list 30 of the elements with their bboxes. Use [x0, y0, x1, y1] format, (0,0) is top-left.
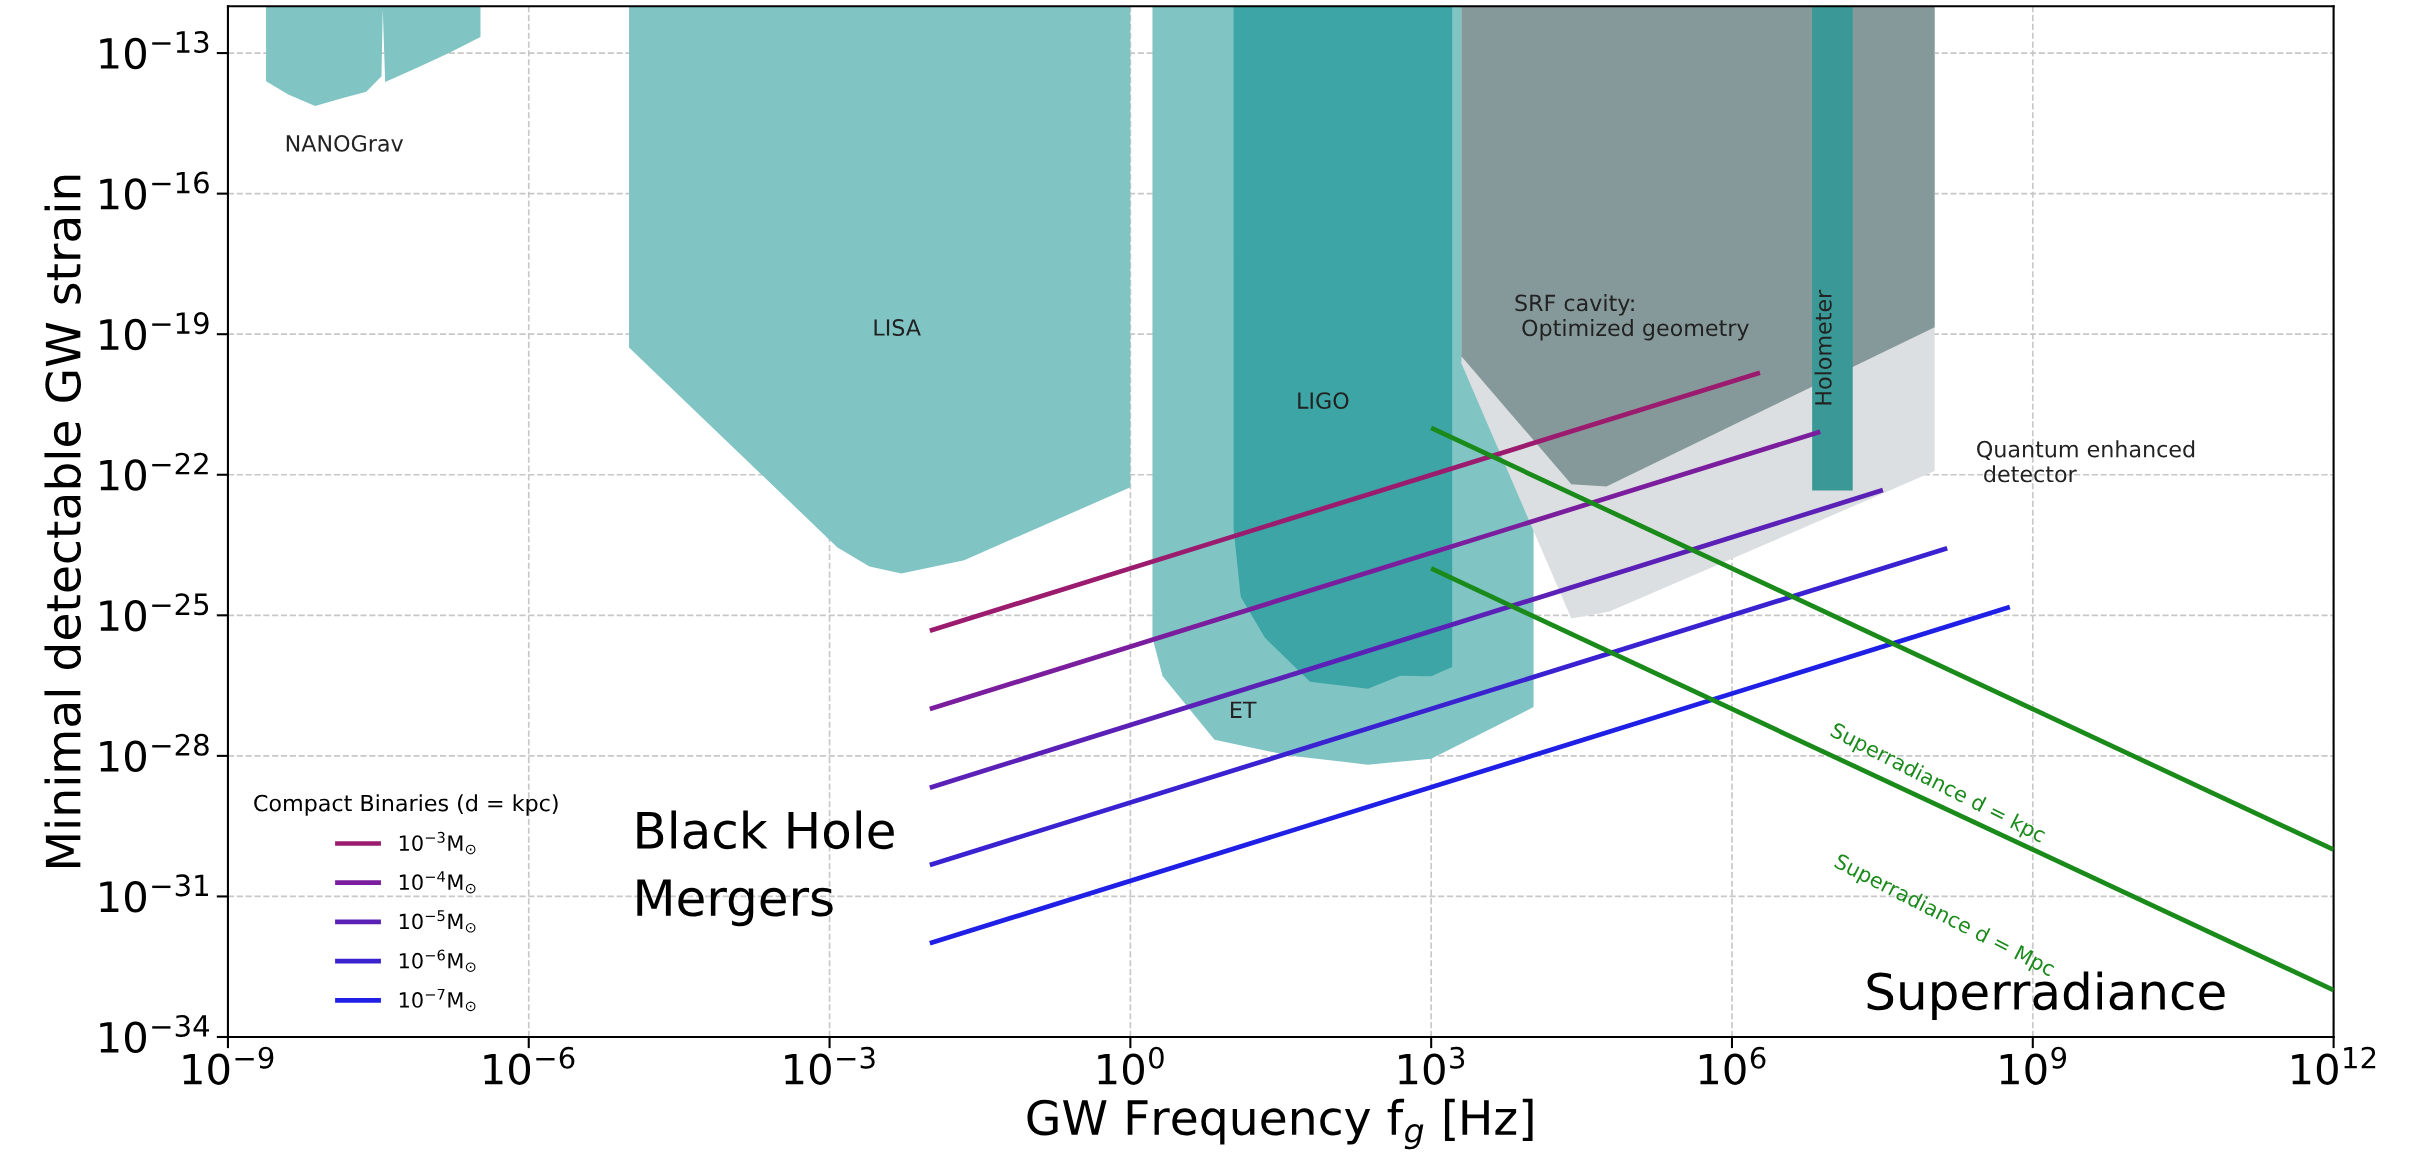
x-tick-label: 10$^{6}$ [1699, 1046, 1766, 1085]
series-label: NANOGrav [286, 135, 404, 152]
x-tick-label: 10$^{12}$ [2292, 1046, 2376, 1085]
x-tick-label: 10$^{0}$ [1098, 1046, 1164, 1085]
x-tick-label: 10$^{−3}$ [785, 1046, 875, 1085]
x-axis-title: GW Frequency f$_{g}$ [Hz] [1027, 1098, 1533, 1150]
y-tick-label: 10$^{−25}$ [100, 593, 209, 632]
x-tick-label: 10$^{−6}$ [484, 1046, 575, 1085]
series-label: Quantum enhanced detector [1977, 440, 2195, 483]
series-label: LISA [874, 319, 921, 336]
legend-label: 10$^{−7}$M$_{⊙}$ [399, 988, 476, 1012]
legend-label: 10$^{−5}$M$_{⊙}$ [399, 910, 476, 933]
legend-label: 10$^{−4}$M$_{⊙}$ [399, 871, 476, 894]
legend-title: Compact Binaries (d = kpc) [254, 794, 558, 816]
y-tick-label: 10$^{−19}$ [100, 312, 209, 351]
y-tick-label: 10$^{−16}$ [100, 171, 209, 210]
series-label: LIGO [1298, 392, 1349, 409]
y-tick-label: 10$^{−13}$ [100, 30, 209, 70]
series-label: SRF cavity: Optimized geometry [1515, 294, 1749, 341]
y-tick-label: 10$^{−31}$ [100, 874, 208, 913]
annotation: Black Hole Mergers [637, 810, 894, 927]
x-tick-label: 10$^{9}$ [2000, 1046, 2067, 1085]
y-tick-label: 10$^{−28}$ [100, 733, 209, 772]
series-label: ET [1231, 701, 1257, 718]
y-axis-title: Minimal detectable GW strain [44, 175, 82, 867]
y-tick-label: 10$^{−22}$ [100, 452, 208, 491]
legend-label: 10$^{−6}$M$_{⊙}$ [399, 949, 476, 972]
legend-label: 10$^{−3}$M$_{⊙}$ [399, 831, 476, 855]
x-tick-label: 10$^{3}$ [1399, 1046, 1465, 1085]
series-label: Holometer [1814, 289, 1832, 405]
